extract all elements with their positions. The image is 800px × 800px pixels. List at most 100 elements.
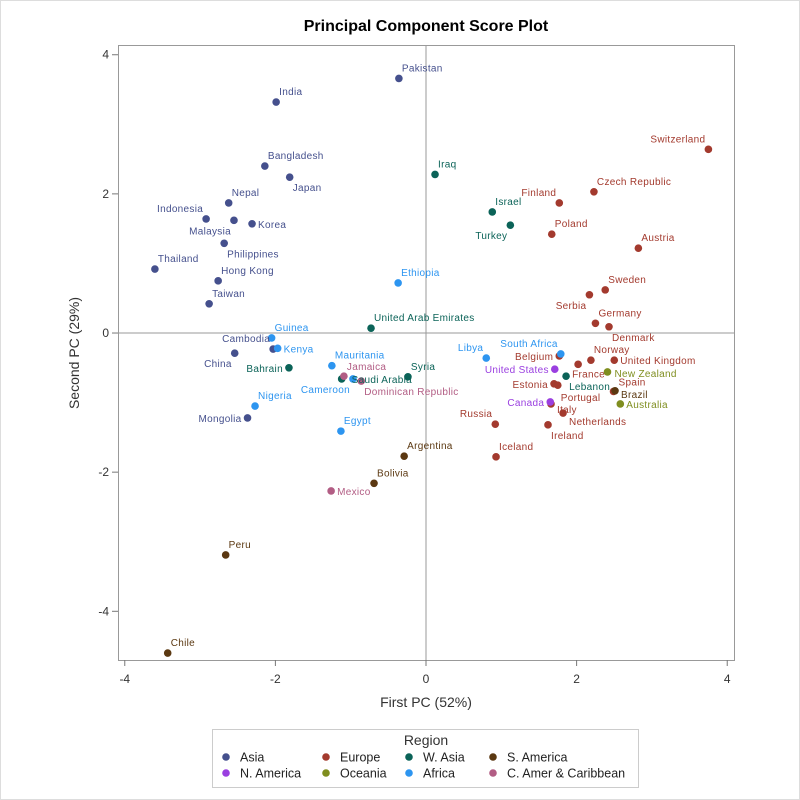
legend-label-n-america: N. America (240, 767, 301, 781)
point-label-saudi-arabia: Saudi Arabia (352, 375, 412, 386)
point-taiwan (205, 300, 213, 308)
point-label-denmark: Denmark (612, 333, 655, 344)
point-label-argentina: Argentina (407, 441, 453, 452)
point-australia (616, 400, 625, 408)
point-finland (555, 199, 564, 207)
y-tick-label: 4 (102, 48, 109, 62)
legend-label-oceania: Oceania (340, 767, 387, 781)
reference-lines (118, 45, 734, 660)
point-label-bahrain: Bahrain (246, 364, 283, 375)
point-philippines (220, 239, 228, 248)
point-label-guinea: Guinea (275, 323, 309, 334)
point-label-korea: Korea (258, 220, 286, 231)
point-japan (285, 173, 294, 181)
point-ethiopia (394, 279, 402, 287)
point-jamaica (340, 372, 348, 380)
point-guinea (267, 334, 276, 342)
point-label-lebanon: Lebanon (569, 382, 610, 393)
point-poland (547, 230, 556, 239)
point-label-spain: Spain (619, 377, 646, 388)
point-united-kingdom (610, 356, 619, 364)
point-mongolia (243, 414, 252, 422)
chart-title: Principal Component Score Plot (304, 18, 549, 35)
legend-label-europe: Europe (340, 751, 380, 765)
point-label-poland: Poland (555, 219, 588, 230)
legend-marker-africa (405, 769, 413, 777)
point-label-france: France (572, 369, 605, 380)
point-label-libya: Libya (458, 343, 484, 354)
point-label-serbia: Serbia (556, 301, 587, 312)
point-label-brazil: Brazil (621, 390, 648, 401)
legend-marker-asia (222, 753, 230, 761)
point-france (574, 360, 582, 369)
legend-label-africa: Africa (423, 767, 455, 781)
point-india (272, 98, 280, 106)
point-label-switzerland: Switzerland (650, 134, 705, 145)
point-label-mauritania: Mauritania (335, 351, 385, 362)
point-label-italy: Italy (557, 405, 577, 416)
point-label-new-zealand: New Zealand (614, 369, 676, 380)
point-cameroon (349, 375, 357, 383)
point-turkey (506, 221, 515, 229)
point-chile (163, 649, 172, 657)
point-thailand (151, 265, 159, 273)
point-label-pakistan: Pakistan (402, 63, 443, 74)
point-bolivia (370, 479, 378, 488)
legend-marker-oceania (322, 769, 330, 777)
point-label-israel: Israel (495, 197, 521, 208)
point-label-peru: Peru (229, 540, 251, 551)
point-label-ethiopia: Ethiopia (401, 268, 440, 279)
point-label-dominican-republic: Dominican Republic (364, 387, 458, 398)
point-label-united-arab-emirates: United Arab Emirates (374, 313, 475, 324)
point-label-south-africa: South Africa (500, 339, 558, 350)
point-russia (491, 420, 500, 428)
point-label-mexico: Mexico (337, 487, 371, 498)
point-label-syria: Syria (411, 362, 435, 373)
data-points (151, 74, 713, 657)
x-tick-label: 2 (573, 672, 580, 686)
legend-marker-w-asia (405, 753, 413, 761)
point-label-nigeria: Nigeria (258, 391, 292, 402)
point-germany (591, 319, 600, 328)
x-tick-label: -2 (270, 672, 281, 686)
point-mauritania (328, 361, 336, 370)
y-tick-label: -2 (98, 465, 109, 479)
y-axis: -4 -2 0 2 4 (98, 48, 118, 618)
point-malaysia (230, 216, 238, 225)
point-peru (221, 551, 230, 559)
point-pakistan (395, 74, 403, 83)
point-label-china: China (204, 359, 232, 370)
point-label-cameroon: Cameroon (301, 385, 350, 396)
point-korea (248, 219, 256, 228)
point-nepal (224, 199, 233, 207)
point-china (230, 349, 239, 357)
point-label-mongolia: Mongolia (199, 414, 242, 425)
point-czech-republic (590, 187, 598, 196)
point-label-iceland: Iceland (499, 442, 533, 453)
point-portugal (553, 381, 562, 389)
point-label-czech-republic: Czech Republic (597, 177, 671, 188)
point-label-malaysia: Malaysia (189, 226, 231, 237)
point-label-norway: Norway (594, 345, 630, 356)
point-switzerland (704, 145, 713, 154)
point-bangladesh (261, 162, 269, 170)
point-denmark (605, 322, 613, 331)
point-label-egypt: Egypt (344, 416, 371, 427)
legend-title: Region (404, 732, 448, 748)
point-serbia (585, 290, 594, 299)
x-tick-label: -4 (119, 672, 130, 686)
point-label-turkey: Turkey (475, 231, 507, 242)
point-label-russia: Russia (460, 409, 493, 420)
point-bahrain (285, 364, 293, 372)
point-label-australia: Australia (626, 400, 668, 411)
point-brazil (611, 386, 619, 395)
point-label-canada: Canada (507, 398, 544, 409)
point-new-zealand (603, 368, 612, 376)
point-norway (587, 356, 595, 364)
point-kenya (273, 344, 282, 353)
x-tick-label: 0 (423, 672, 430, 686)
point-libya (482, 354, 491, 362)
point-sweden (601, 286, 610, 294)
legend-frame (212, 729, 639, 788)
